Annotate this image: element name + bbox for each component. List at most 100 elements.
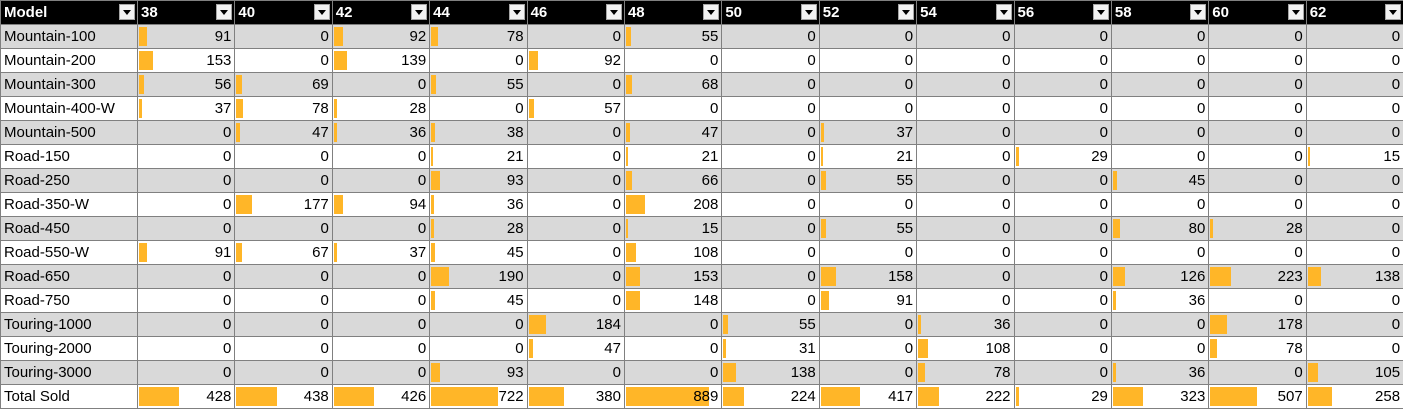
value-cell[interactable]: 0 [1305,312,1403,337]
value-cell[interactable]: 0 [1110,72,1210,97]
value-cell[interactable]: 0 [429,336,528,361]
model-cell[interactable]: Mountain-500 [0,120,138,145]
value-cell[interactable]: 15 [623,216,723,241]
value-cell[interactable]: 0 [623,48,723,73]
value-cell[interactable]: 0 [331,312,431,337]
value-cell[interactable]: 0 [916,120,1015,145]
value-cell[interactable]: 0 [721,216,820,241]
value-cell[interactable]: 0 [1305,288,1403,313]
value-cell[interactable]: 0 [1110,240,1210,265]
filter-button-size-54[interactable] [995,4,1012,20]
value-cell[interactable]: 0 [136,336,236,361]
value-cell[interactable]: 0 [916,168,1015,193]
value-cell[interactable]: 0 [1305,192,1403,217]
value-cell[interactable]: 21 [818,144,918,169]
value-cell[interactable]: 29 [1013,144,1112,169]
value-cell[interactable]: 0 [916,144,1015,169]
value-cell[interactable]: 0 [1208,288,1307,313]
value-cell[interactable]: 0 [1110,120,1210,145]
value-cell[interactable]: 55 [623,24,723,49]
value-cell[interactable]: 0 [916,216,1015,241]
value-cell[interactable]: 0 [234,48,333,73]
value-cell[interactable]: 28 [429,216,528,241]
value-cell[interactable]: 78 [429,24,528,49]
value-cell[interactable]: 0 [331,216,431,241]
value-cell[interactable]: 0 [136,288,236,313]
value-cell[interactable]: 0 [721,48,820,73]
value-cell[interactable]: 29 [1013,384,1112,409]
value-cell[interactable]: 0 [331,264,431,289]
value-cell[interactable]: 55 [721,312,820,337]
value-cell[interactable]: 0 [1208,120,1307,145]
value-cell[interactable]: 93 [429,360,528,385]
value-cell[interactable]: 0 [429,48,528,73]
value-cell[interactable]: 31 [721,336,820,361]
value-cell[interactable]: 80 [1110,216,1210,241]
value-cell[interactable]: 0 [526,360,625,385]
value-cell[interactable]: 0 [721,72,820,97]
value-cell[interactable]: 37 [818,120,918,145]
value-cell[interactable]: 0 [1013,24,1112,49]
value-cell[interactable]: 0 [721,240,820,265]
model-cell[interactable]: Road-350-W [0,192,138,217]
filter-button-size-44[interactable] [508,4,525,20]
value-cell[interactable]: 0 [1110,144,1210,169]
value-cell[interactable]: 69 [234,72,333,97]
value-cell[interactable]: 208 [623,192,723,217]
value-cell[interactable]: 153 [136,48,236,73]
value-cell[interactable]: 0 [1305,336,1403,361]
value-cell[interactable]: 417 [818,384,918,409]
value-cell[interactable]: 0 [623,312,723,337]
value-cell[interactable]: 0 [818,240,918,265]
value-cell[interactable]: 158 [818,264,918,289]
value-cell[interactable]: 55 [818,168,918,193]
value-cell[interactable]: 0 [1305,120,1403,145]
value-cell[interactable]: 0 [1208,360,1307,385]
value-cell[interactable]: 91 [136,24,236,49]
value-cell[interactable]: 0 [234,24,333,49]
model-cell[interactable]: Mountain-100 [0,24,138,49]
value-cell[interactable]: 258 [1305,384,1403,409]
value-cell[interactable]: 0 [136,264,236,289]
value-cell[interactable]: 0 [1305,240,1403,265]
value-cell[interactable]: 28 [1208,216,1307,241]
value-cell[interactable]: 57 [526,96,625,121]
value-cell[interactable]: 0 [1110,48,1210,73]
value-cell[interactable]: 0 [916,48,1015,73]
value-cell[interactable]: 0 [526,24,625,49]
value-cell[interactable]: 0 [526,168,625,193]
value-cell[interactable]: 0 [916,96,1015,121]
value-cell[interactable]: 0 [818,336,918,361]
value-cell[interactable]: 0 [1305,24,1403,49]
value-cell[interactable]: 138 [1305,264,1403,289]
value-cell[interactable]: 0 [331,360,431,385]
value-cell[interactable]: 0 [721,144,820,169]
value-cell[interactable]: 0 [331,336,431,361]
value-cell[interactable]: 0 [1305,96,1403,121]
value-cell[interactable]: 0 [916,240,1015,265]
value-cell[interactable]: 0 [721,288,820,313]
value-cell[interactable]: 21 [623,144,723,169]
value-cell[interactable]: 108 [916,336,1015,361]
value-cell[interactable]: 0 [1208,240,1307,265]
value-cell[interactable]: 0 [916,288,1015,313]
value-cell[interactable]: 0 [721,264,820,289]
model-cell[interactable]: Mountain-200 [0,48,138,73]
value-cell[interactable]: 153 [623,264,723,289]
value-cell[interactable]: 0 [721,120,820,145]
value-cell[interactable]: 223 [1208,264,1307,289]
filter-button-model[interactable] [119,4,135,20]
value-cell[interactable]: 0 [429,312,528,337]
value-cell[interactable]: 0 [234,216,333,241]
value-cell[interactable]: 36 [1110,288,1210,313]
value-cell[interactable]: 0 [526,72,625,97]
value-cell[interactable]: 0 [331,288,431,313]
value-cell[interactable]: 0 [1013,120,1112,145]
value-cell[interactable]: 224 [721,384,820,409]
value-cell[interactable]: 0 [818,360,918,385]
value-cell[interactable]: 0 [526,192,625,217]
value-cell[interactable]: 78 [1208,336,1307,361]
value-cell[interactable]: 0 [1208,144,1307,169]
value-cell[interactable]: 0 [818,48,918,73]
value-cell[interactable]: 0 [1013,48,1112,73]
